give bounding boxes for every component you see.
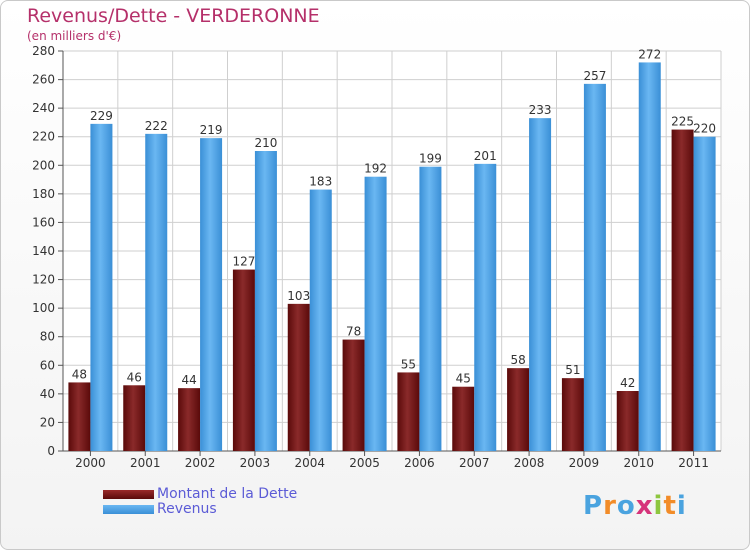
bar-revenus (145, 133, 168, 451)
data-label-revenus: 257 (583, 69, 606, 83)
y-tick-label: 80 (40, 330, 55, 344)
x-tick-label: 2002 (185, 456, 216, 470)
chart-subtitle: (en milliers d'€) (27, 29, 122, 43)
bar-debt (452, 386, 475, 451)
proxiti-logo: Proxiti (583, 491, 687, 521)
x-tick-label: 2005 (349, 456, 380, 470)
logo-letter: i (676, 491, 687, 521)
data-label-revenus: 220 (693, 122, 716, 136)
bar-revenus (693, 136, 716, 451)
data-label-debt: 46 (127, 370, 142, 384)
x-tick-label: 2000 (75, 456, 106, 470)
data-label-revenus: 229 (90, 109, 113, 123)
data-label-revenus: 192 (364, 162, 387, 176)
data-label-revenus: 199 (419, 152, 442, 166)
y-tick-label: 20 (40, 415, 55, 429)
bar-revenus (364, 176, 387, 451)
y-tick-label: 120 (32, 273, 55, 287)
data-label-debt: 48 (72, 367, 87, 381)
x-tick-label: 2004 (294, 456, 325, 470)
logo-letter: i (653, 491, 664, 521)
data-label-revenus: 210 (254, 136, 277, 150)
data-label-debt: 78 (346, 325, 361, 339)
logo-letter: P (583, 491, 604, 521)
bar-debt (68, 382, 91, 451)
bar-revenus (419, 166, 442, 451)
legend-swatch-revenus (103, 505, 154, 514)
data-label-revenus: 201 (474, 149, 497, 163)
x-tick-label: 2010 (623, 456, 654, 470)
bar-debt (397, 372, 420, 451)
bar-revenus (90, 123, 113, 451)
bar-revenus (583, 83, 606, 451)
logo-letter: x (635, 491, 654, 521)
logo-letter: r (603, 491, 617, 521)
bar-revenus (529, 118, 552, 452)
x-tick-label: 2006 (404, 456, 435, 470)
data-label-debt: 225 (671, 115, 694, 129)
bar-revenus (309, 189, 332, 452)
y-tick-label: 220 (32, 130, 55, 144)
x-tick-label: 2009 (569, 456, 600, 470)
data-label-debt: 44 (181, 373, 196, 387)
y-tick-label: 200 (32, 158, 55, 172)
data-label-revenus: 183 (309, 175, 332, 189)
y-tick-label: 260 (32, 73, 55, 87)
data-label-revenus: 219 (200, 123, 223, 137)
y-tick-label: 140 (32, 244, 55, 258)
x-tick-label: 2007 (459, 456, 490, 470)
bar-debt (561, 378, 584, 451)
bar-revenus (200, 138, 223, 451)
chart-title: Revenus/Dette - VERDERONNE (27, 5, 320, 27)
data-label-debt: 51 (565, 363, 580, 377)
data-label-debt: 42 (620, 376, 635, 390)
x-tick-label: 2011 (678, 456, 709, 470)
data-label-revenus: 272 (638, 47, 661, 61)
data-label-debt: 127 (232, 255, 255, 269)
logo-letter: t (663, 491, 677, 521)
y-tick-label: 180 (32, 187, 55, 201)
y-tick-label: 240 (32, 101, 55, 115)
bar-revenus (474, 163, 497, 451)
bar-revenus (254, 151, 277, 451)
legend-swatch-debt (103, 490, 154, 499)
y-tick-label: 60 (40, 358, 55, 372)
y-tick-label: 160 (32, 215, 55, 229)
bar-debt (287, 303, 310, 451)
y-tick-label: 0 (47, 444, 55, 458)
bar-debt (507, 368, 530, 451)
data-label-debt: 45 (456, 372, 471, 386)
bar-debt (178, 388, 201, 451)
x-tick-label: 2003 (240, 456, 271, 470)
data-label-debt: 58 (510, 353, 525, 367)
bar-debt (671, 129, 694, 452)
bar-debt (342, 339, 365, 451)
x-tick-label: 2001 (130, 456, 161, 470)
x-tick-label: 2008 (514, 456, 545, 470)
data-label-debt: 55 (401, 357, 416, 371)
data-label-debt: 103 (287, 289, 310, 303)
y-tick-label: 40 (40, 387, 55, 401)
bar-debt (616, 391, 639, 451)
data-label-revenus: 233 (529, 103, 552, 117)
y-tick-label: 280 (32, 44, 55, 58)
y-tick-label: 100 (32, 301, 55, 315)
bar-debt (232, 269, 255, 451)
bar-debt (123, 385, 146, 451)
data-label-revenus: 222 (145, 119, 168, 133)
legend-label-debt: Montant de la Dette (157, 486, 298, 502)
bar-revenus (638, 62, 661, 452)
logo-letter: o (616, 491, 636, 521)
legend-label-revenus: Revenus (157, 501, 217, 517)
